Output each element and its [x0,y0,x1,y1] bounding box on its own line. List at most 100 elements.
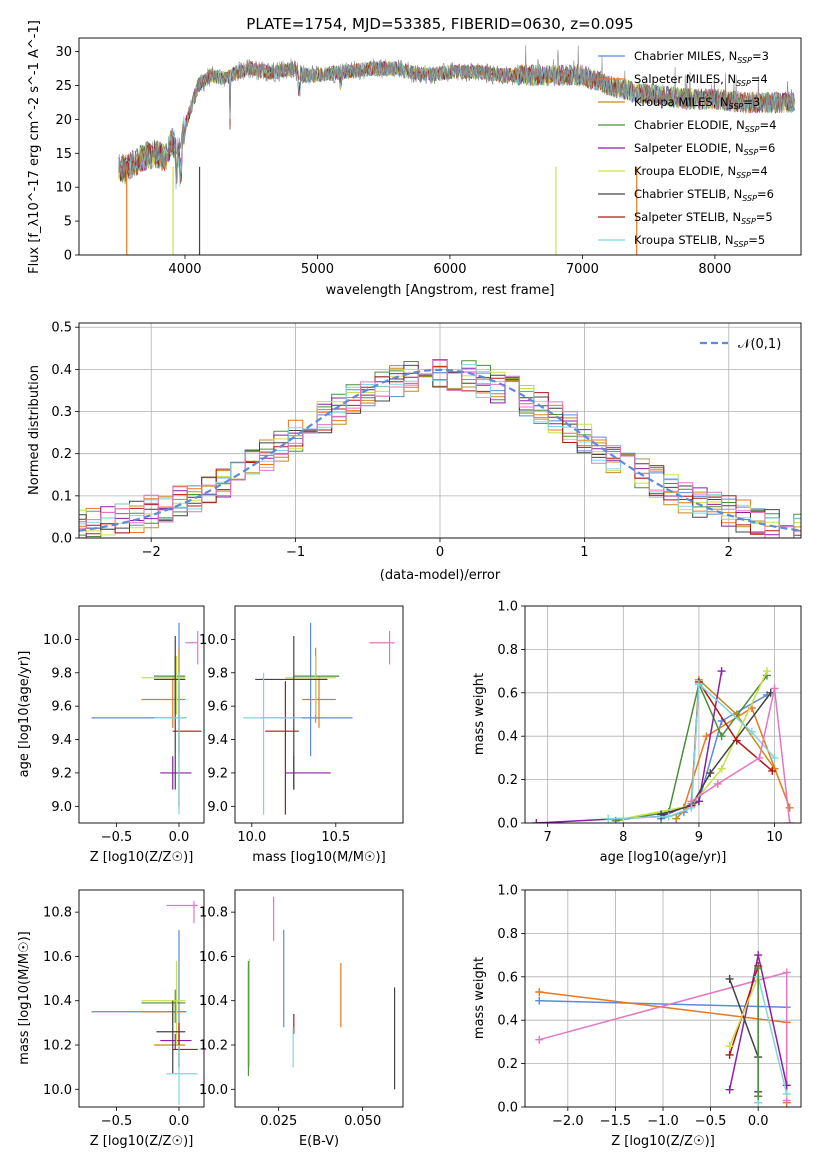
spectrum-data-line [118,45,795,179]
spectrum-ytick-label: 10 [55,181,72,196]
weight-marker [535,987,544,996]
legend-entry: Kroupa ELODIE, NSSP=4 [634,164,768,180]
age_vs_Z-ytick-label: 9.8 [51,666,72,681]
weight-marker [604,814,613,823]
weight-marker [694,680,703,689]
weight-marker [782,1089,791,1098]
mass_weight_vs_age-ytick-label: 0.6 [497,686,518,701]
mass_weight_vs_Z-ytick-label: 0.8 [497,927,518,942]
mass_vs_Z-ytick-label: 10.6 [43,950,72,965]
spectrum-frame [78,37,802,256]
age_vs_Z-xtick-label: 0.0 [169,830,190,845]
weight-marker [754,964,763,973]
weight-marker [535,996,544,1005]
age_vs_mass-frame [234,605,404,824]
spectrum-ytick-label: 30 [55,45,72,60]
mass_vs_Z-axes: −0.5 0.0 10.0 10.2 10.4 10.6 10.8 Z [log10(Z/Z☉… [17,889,205,1149]
weight-marker [706,769,715,778]
mass_vs_Z-ytick-label: 10.0 [43,1083,72,1098]
residuals-ylabel: Normed distribution [27,365,42,495]
weight-marker [717,732,726,741]
residual-histogram [79,371,801,534]
residuals-frame [78,322,802,539]
age_vs_Z-xtick-label: −0.5 [101,830,133,845]
age_vs_Z-ytick-label: 10.0 [43,633,72,648]
mass_vs_EBV-xtick-label: 0.025 [260,1114,297,1129]
mass_vs_EBV-xlabel: E(B-V) [299,1134,339,1149]
mass_vs_Z-ytick-label: 10.2 [43,1039,72,1054]
mass_weight_vs_Z-xtick-label: −1.0 [647,1114,679,1129]
mass_vs_EBV-points [247,896,396,1090]
legend-entry: Salpeter ELODIE, NSSP=6 [634,141,775,157]
mass_vs_EBV-ytick-label: 10.8 [199,906,228,921]
residuals-xtick-label: 0 [436,545,444,560]
weight-marker [694,797,703,806]
age_vs_Z-points [91,622,202,815]
mass_weight_vs_age-xtick-label: 10 [766,830,783,845]
mass_weight_vs_Z-ytick-label: 0.2 [497,1057,518,1072]
residual-histogram [79,365,801,538]
age_vs_mass-axes: 10.0 10.5 9.0 9.2 9.4 9.6 9.8 10.0 mass [log10(M… [199,605,404,865]
figure-title: PLATE=1754, MJD=53385, FIBERID=0630, z=0… [246,15,633,33]
weight-marker [785,819,794,823]
legend-entry: Salpeter STELIB, NSSP=5 [634,210,773,226]
weight-marker [755,753,764,762]
mass_vs_Z-ylabel: mass [log10(M/M☉)] [17,931,32,1064]
age_vs_Z-frame [78,605,205,824]
spectrum-xtick-label: 6000 [433,262,466,277]
age_vs_mass-xtick-label: 10.0 [237,830,266,845]
mass_vs_EBV-ytick-label: 10.6 [199,950,228,965]
residuals-ytick-label: 0.5 [51,321,72,336]
residuals-ytick-label: 0.1 [51,489,72,504]
mass_weight_vs_age-xtick-label: 7 [544,830,552,845]
residuals-ytick-label: 0.2 [51,447,72,462]
mass_weight_vs_Z-ytick-label: 0.0 [497,1101,518,1116]
age_vs_Z-ytick-label: 9.0 [51,800,72,815]
spectrum-xtick-label: 5000 [301,262,334,277]
age_vs_Z-axes: −0.5 0.0 9.0 9.2 9.4 9.6 9.8 10.0 Z [log10(Z/Z☉)… [17,605,205,865]
mass_weight_vs_age-axes: 7 8 9 10 0.0 0.2 0.4 0.6 0.8 1.0 age [log10(age/yr… [472,600,802,865]
mass_vs_Z-frame [78,889,205,1108]
spectrum-legend: Chabrier MILES, NSSP=3 Salpeter MILES, NS… [598,49,776,249]
mass_vs_EBV-frame [234,889,404,1108]
age_vs_Z-ytick-label: 9.6 [51,700,72,715]
spectrum-xlabel: wavelength [Angstrom, rest frame] [326,283,555,298]
spectrum-ytick-label: 0 [64,249,72,264]
residuals-ytick-label: 0.3 [51,405,72,420]
mass_weight_vs_Z-ytick-label: 0.6 [497,970,518,985]
weight-line [623,670,768,820]
mass_weight_vs_age-lines [532,667,794,823]
spectrum-xtick-label: 7000 [566,262,599,277]
spectrum-xtick-label: 4000 [168,262,201,277]
spectrum-series [118,45,795,255]
mass_vs_Z-points [91,901,198,1105]
residuals-xlabel: (data-model)/error [380,568,501,583]
mass_vs_EBV-ytick-label: 10.4 [199,994,228,1009]
mass_weight_vs_age-ytick-label: 0.8 [497,643,518,658]
legend-entry: Salpeter MILES, NSSP=4 [634,72,768,88]
mass_weight_vs_age-ytick-label: 0.0 [497,817,518,832]
mass_weight_vs_Z-xtick-label: 0.0 [748,1114,769,1129]
weight-marker [702,732,711,741]
mass_vs_Z-xtick-label: −0.5 [101,1114,133,1129]
weight-marker [732,736,741,745]
age_vs_mass-ytick-label: 9.2 [207,766,228,781]
mass_weight_vs_Z-axes: −2.0 −1.5 −1.0 −0.5 0.0 0.0 0.2 0.4 0.6 0.8 1.0 Z [… [472,884,802,1149]
spectrum-ylabel: Flux [f_λ10^-17 erg cm^-2 s^-1 A^-1] [27,20,42,274]
age_vs_mass-ytick-label: 10.0 [199,633,228,648]
weight-marker [725,1050,734,1059]
spectrum-ytick-label: 5 [64,215,72,230]
weight-marker [762,667,771,676]
weight-marker [664,812,673,821]
weight-marker [713,779,722,788]
residuals-xtick-label: −1 [286,545,305,560]
weight-marker [725,1085,734,1094]
weight-marker [725,974,734,983]
mass_weight_vs_age-xtick-label: 8 [619,830,627,845]
spectrum-xtick-label: 8000 [698,262,731,277]
mass_vs_EBV-axes: 0.025 0.050 10.0 10.2 10.4 10.6 10.8 E(B-V) [199,889,404,1149]
age_vs_Z-xlabel: Z [log10(Z/Z☉)] [90,850,194,865]
mass_weight_vs_Z-ytick-label: 0.4 [497,1014,518,1029]
weight-marker [717,764,726,773]
